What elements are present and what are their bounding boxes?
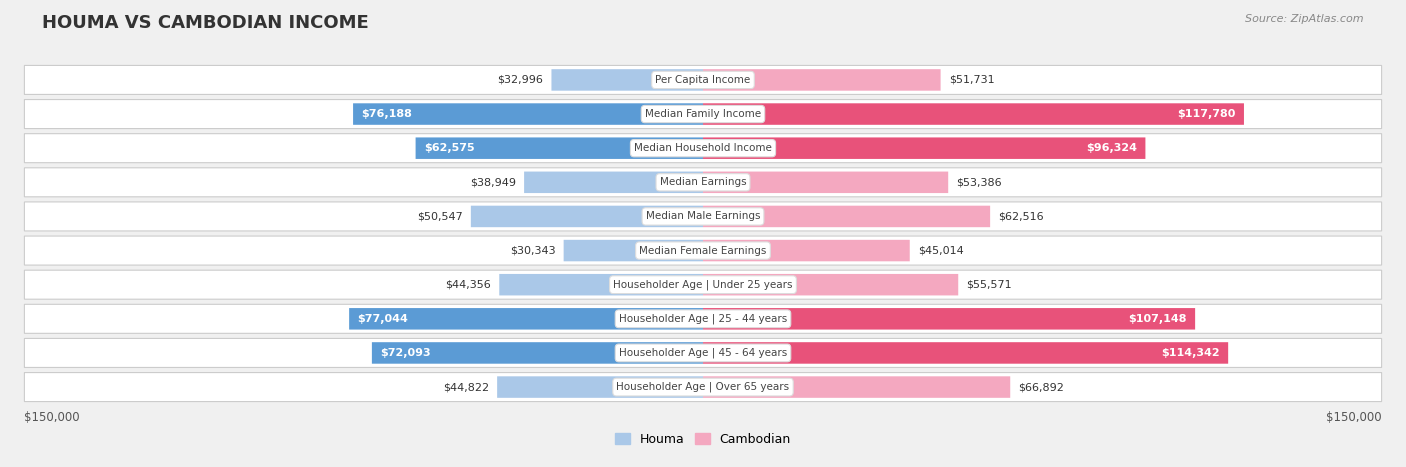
FancyBboxPatch shape	[524, 171, 703, 193]
FancyBboxPatch shape	[703, 137, 1146, 159]
Text: $66,892: $66,892	[1018, 382, 1064, 392]
Legend: Houma, Cambodian: Houma, Cambodian	[610, 428, 796, 451]
FancyBboxPatch shape	[349, 308, 703, 330]
Text: $38,949: $38,949	[470, 177, 516, 187]
FancyBboxPatch shape	[24, 236, 1382, 265]
Text: $76,188: $76,188	[361, 109, 412, 119]
Text: $45,014: $45,014	[918, 246, 963, 255]
Text: Householder Age | 25 - 44 years: Householder Age | 25 - 44 years	[619, 313, 787, 324]
FancyBboxPatch shape	[24, 168, 1382, 197]
Text: $44,822: $44,822	[443, 382, 489, 392]
Text: $50,547: $50,547	[416, 212, 463, 221]
Text: $51,731: $51,731	[949, 75, 994, 85]
Text: $96,324: $96,324	[1087, 143, 1137, 153]
Text: Median Earnings: Median Earnings	[659, 177, 747, 187]
Text: $117,780: $117,780	[1177, 109, 1236, 119]
Text: HOUMA VS CAMBODIAN INCOME: HOUMA VS CAMBODIAN INCOME	[42, 14, 368, 32]
FancyBboxPatch shape	[24, 99, 1382, 128]
Text: Householder Age | Under 25 years: Householder Age | Under 25 years	[613, 279, 793, 290]
Text: $55,571: $55,571	[966, 280, 1012, 290]
Text: $30,343: $30,343	[510, 246, 555, 255]
Text: $53,386: $53,386	[956, 177, 1002, 187]
Text: Median Family Income: Median Family Income	[645, 109, 761, 119]
FancyBboxPatch shape	[703, 103, 1244, 125]
FancyBboxPatch shape	[471, 205, 703, 227]
FancyBboxPatch shape	[24, 134, 1382, 163]
FancyBboxPatch shape	[24, 304, 1382, 333]
FancyBboxPatch shape	[499, 274, 703, 296]
FancyBboxPatch shape	[703, 69, 941, 91]
FancyBboxPatch shape	[703, 205, 990, 227]
Text: $114,342: $114,342	[1161, 348, 1220, 358]
FancyBboxPatch shape	[703, 274, 959, 296]
Text: Householder Age | Over 65 years: Householder Age | Over 65 years	[616, 382, 790, 392]
FancyBboxPatch shape	[24, 339, 1382, 368]
FancyBboxPatch shape	[498, 376, 703, 398]
Text: Median Male Earnings: Median Male Earnings	[645, 212, 761, 221]
Text: $150,000: $150,000	[24, 411, 80, 424]
FancyBboxPatch shape	[24, 65, 1382, 94]
FancyBboxPatch shape	[703, 342, 1229, 364]
Text: Source: ZipAtlas.com: Source: ZipAtlas.com	[1246, 14, 1364, 24]
FancyBboxPatch shape	[703, 240, 910, 262]
FancyBboxPatch shape	[703, 308, 1195, 330]
Text: Per Capita Income: Per Capita Income	[655, 75, 751, 85]
Text: $62,516: $62,516	[998, 212, 1045, 221]
Text: Householder Age | 45 - 64 years: Householder Age | 45 - 64 years	[619, 348, 787, 358]
Text: $77,044: $77,044	[357, 314, 408, 324]
FancyBboxPatch shape	[24, 373, 1382, 402]
FancyBboxPatch shape	[24, 202, 1382, 231]
Text: $32,996: $32,996	[498, 75, 543, 85]
FancyBboxPatch shape	[353, 103, 703, 125]
Text: $62,575: $62,575	[423, 143, 474, 153]
Text: $107,148: $107,148	[1129, 314, 1187, 324]
FancyBboxPatch shape	[564, 240, 703, 262]
Text: $150,000: $150,000	[1326, 411, 1382, 424]
Text: $72,093: $72,093	[380, 348, 430, 358]
FancyBboxPatch shape	[24, 270, 1382, 299]
FancyBboxPatch shape	[703, 171, 948, 193]
FancyBboxPatch shape	[551, 69, 703, 91]
FancyBboxPatch shape	[703, 376, 1011, 398]
FancyBboxPatch shape	[371, 342, 703, 364]
Text: $44,356: $44,356	[446, 280, 491, 290]
FancyBboxPatch shape	[416, 137, 703, 159]
Text: Median Female Earnings: Median Female Earnings	[640, 246, 766, 255]
Text: Median Household Income: Median Household Income	[634, 143, 772, 153]
